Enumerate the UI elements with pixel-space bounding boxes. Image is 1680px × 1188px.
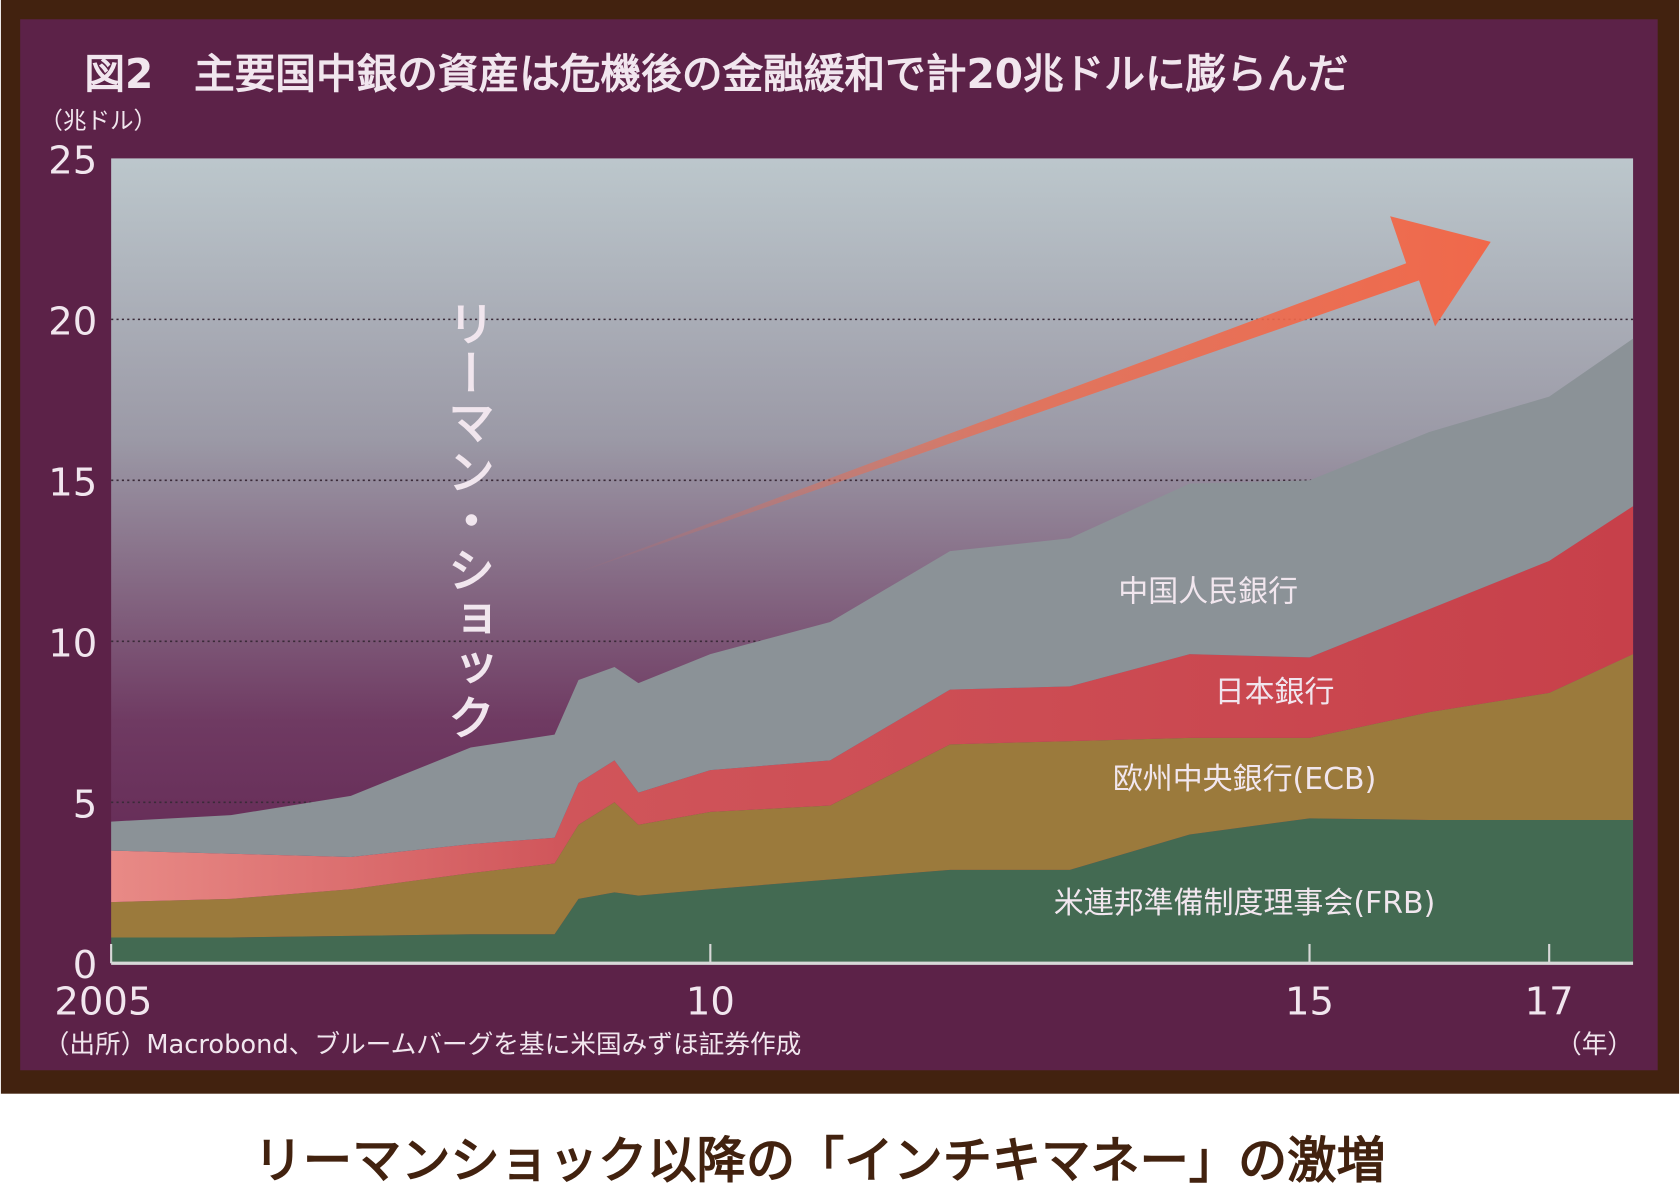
y-tick-label: 0 [73,943,98,988]
y-tick-label: 10 [48,621,97,666]
area-frb [111,818,1634,964]
area-boj [111,506,1634,903]
y-tick-label: 5 [73,782,98,827]
x-tick-label: 15 [1285,980,1334,1025]
area-pboc [111,338,1634,858]
label-boj: 日本銀行 [1215,675,1335,710]
white-area [0,1093,1680,1188]
caption: リーマンショック以降の「インチキマネー」の激増 [254,1131,1386,1188]
y-tick-label: 15 [48,460,97,505]
x-tick-label: 17 [1525,980,1574,1025]
x-axis-label: （年） [1556,1030,1633,1060]
chart-title: 図2 主要国中銀の資産は危機後の金融緩和で計20兆ドルに膨らんだ [84,50,1348,98]
lehman-shock-annotation: リーマン・ショック [439,300,494,743]
x-tick-label: 10 [686,980,735,1025]
y-tick-label: 20 [48,299,97,344]
label-frb: 米連邦準備制度理事会(FRB) [1054,886,1436,921]
y-axis-label: （兆ドル） [39,106,157,134]
y-tick-label: 25 [48,138,97,183]
area-ecb [111,654,1634,938]
source-note: （出所）Macrobond、ブルームバーグを基に米国みずほ証券作成 [44,1030,802,1060]
label-pboc: 中国人民銀行 [1118,574,1298,609]
x-tick-label: 2005 [54,980,152,1025]
label-ecb: 欧州中央銀行(ECB) [1113,762,1376,797]
